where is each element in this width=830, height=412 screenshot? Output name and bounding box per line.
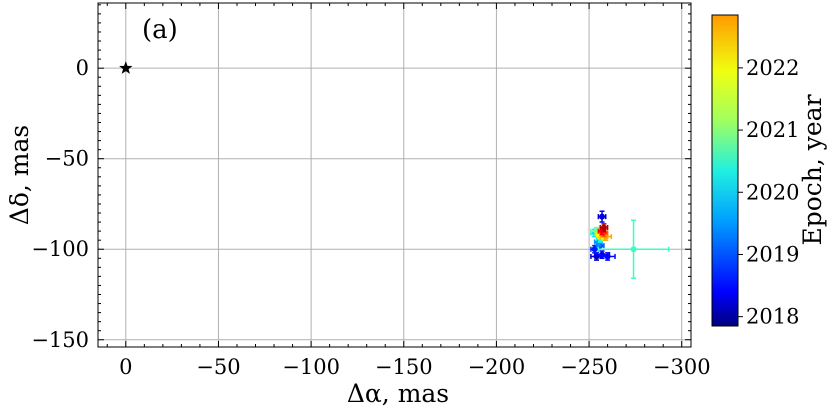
x-tick-label: −50 [196,355,240,379]
x-axis-title: Δα, mas [347,379,449,408]
colorbar-tick-label: 2019 [746,242,799,266]
point-marker [604,253,611,260]
panel-label: (a) [142,15,178,45]
x-tick-label: −200 [468,355,526,379]
y-tick-label: 0 [76,56,89,80]
x-tick-label: 0 [119,355,132,379]
data-point [597,210,607,223]
colorbar-tick-label: 2018 [746,305,799,329]
colorbar-tick-label: 2022 [746,56,799,80]
colorbar-tick-label: 2020 [746,180,799,204]
data-point [599,223,609,232]
reference-layer [119,61,133,74]
point-marker [599,213,606,220]
point-marker [600,224,607,231]
data-point [597,219,670,279]
colorbar-ticks: 2018 2019 2020 2021 2022 [738,56,799,329]
x-tick-label: −100 [282,355,340,379]
x-axis: 0 −50 −100 −150 −200 −250 −300 [106,3,711,379]
x-tick-label: −150 [375,355,433,379]
point-marker [630,246,637,253]
grid [98,3,691,347]
y-axis-title: Δδ, mas [5,125,34,225]
colorbar-title: Epoch, year [798,94,827,245]
star-icon [119,61,133,74]
colorbar-tick-label: 2021 [746,118,799,142]
colorbar [711,14,739,327]
data-points [590,210,670,279]
x-tick-label: −300 [653,355,711,379]
y-tick-label: −50 [45,147,89,171]
y-axis: 0 −50 −100 −150 [31,4,691,352]
y-tick-label: −150 [31,328,89,352]
x-tick-label: −250 [560,355,618,379]
plot-frame [97,2,692,348]
data-point [599,252,616,261]
y-tick-label: −100 [31,237,89,261]
